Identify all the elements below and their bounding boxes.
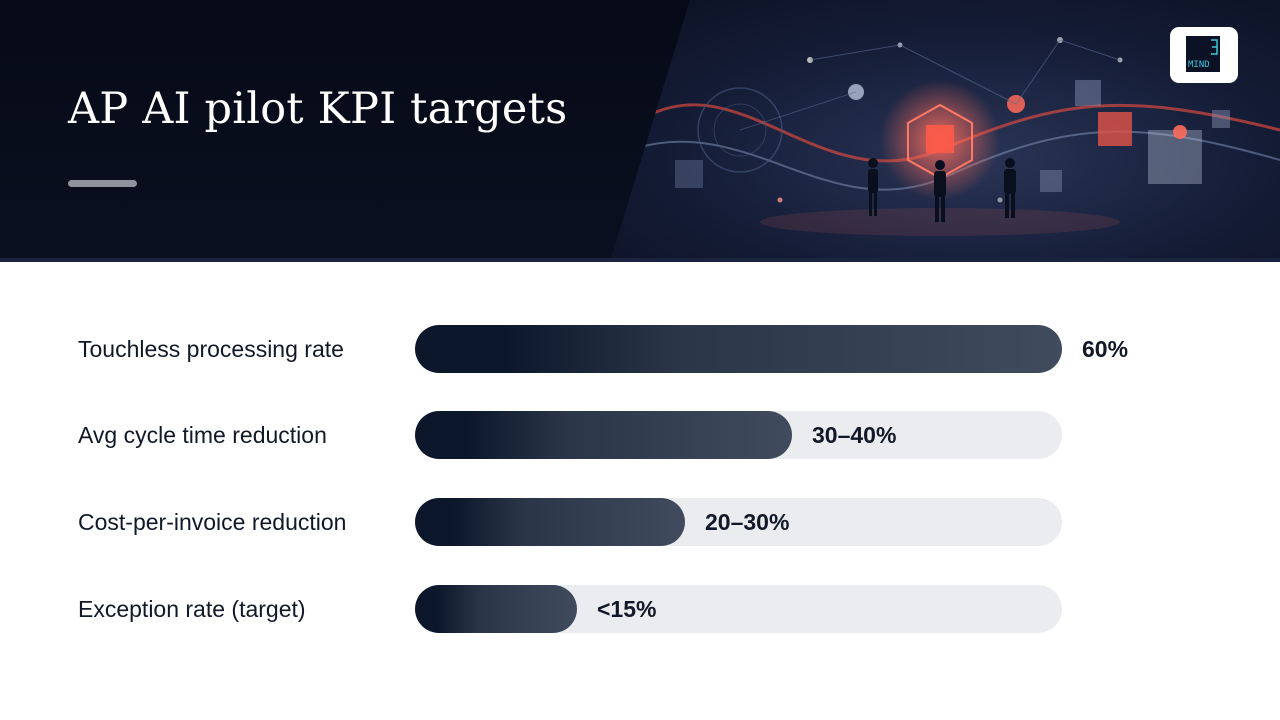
kpi-row: Cost-per-invoice reduction 20–30% bbox=[0, 498, 1280, 546]
kpi-value-label: <15% bbox=[597, 596, 657, 622]
kpi-label: Touchless processing rate bbox=[78, 336, 344, 362]
kpi-label: Avg cycle time reduction bbox=[78, 422, 327, 448]
kpi-row: Touchless processing rate 60% bbox=[0, 325, 1280, 373]
kpi-bar bbox=[415, 498, 685, 546]
kpi-row: Avg cycle time reduction 30–40% bbox=[0, 411, 1280, 459]
kpi-bar bbox=[415, 411, 792, 459]
kpi-value-label: 60% bbox=[1082, 336, 1129, 362]
kpi-bar bbox=[415, 585, 577, 633]
kpi-label: Exception rate (target) bbox=[78, 596, 306, 622]
kpi-row: Exception rate (target) <15% bbox=[0, 585, 1280, 633]
brand-logo-text: MIND bbox=[1188, 60, 1210, 70]
brand-logo: MIND bbox=[1170, 27, 1238, 83]
brand-logo-mark: MIND bbox=[1186, 36, 1220, 72]
kpi-label: Cost-per-invoice reduction bbox=[78, 509, 347, 535]
header-banner: AP AI pilot KPI targets MIND bbox=[0, 0, 1280, 262]
page-title: AP AI pilot KPI targets bbox=[68, 84, 568, 134]
title-accent-line bbox=[68, 180, 137, 187]
header-title-panel bbox=[0, 0, 690, 262]
header-illustration bbox=[610, 0, 1280, 262]
kpi-bar bbox=[415, 325, 1062, 373]
kpi-value-label: 30–40% bbox=[812, 422, 897, 448]
header-bottom-band bbox=[0, 258, 1280, 262]
kpi-value-label: 20–30% bbox=[705, 509, 790, 535]
